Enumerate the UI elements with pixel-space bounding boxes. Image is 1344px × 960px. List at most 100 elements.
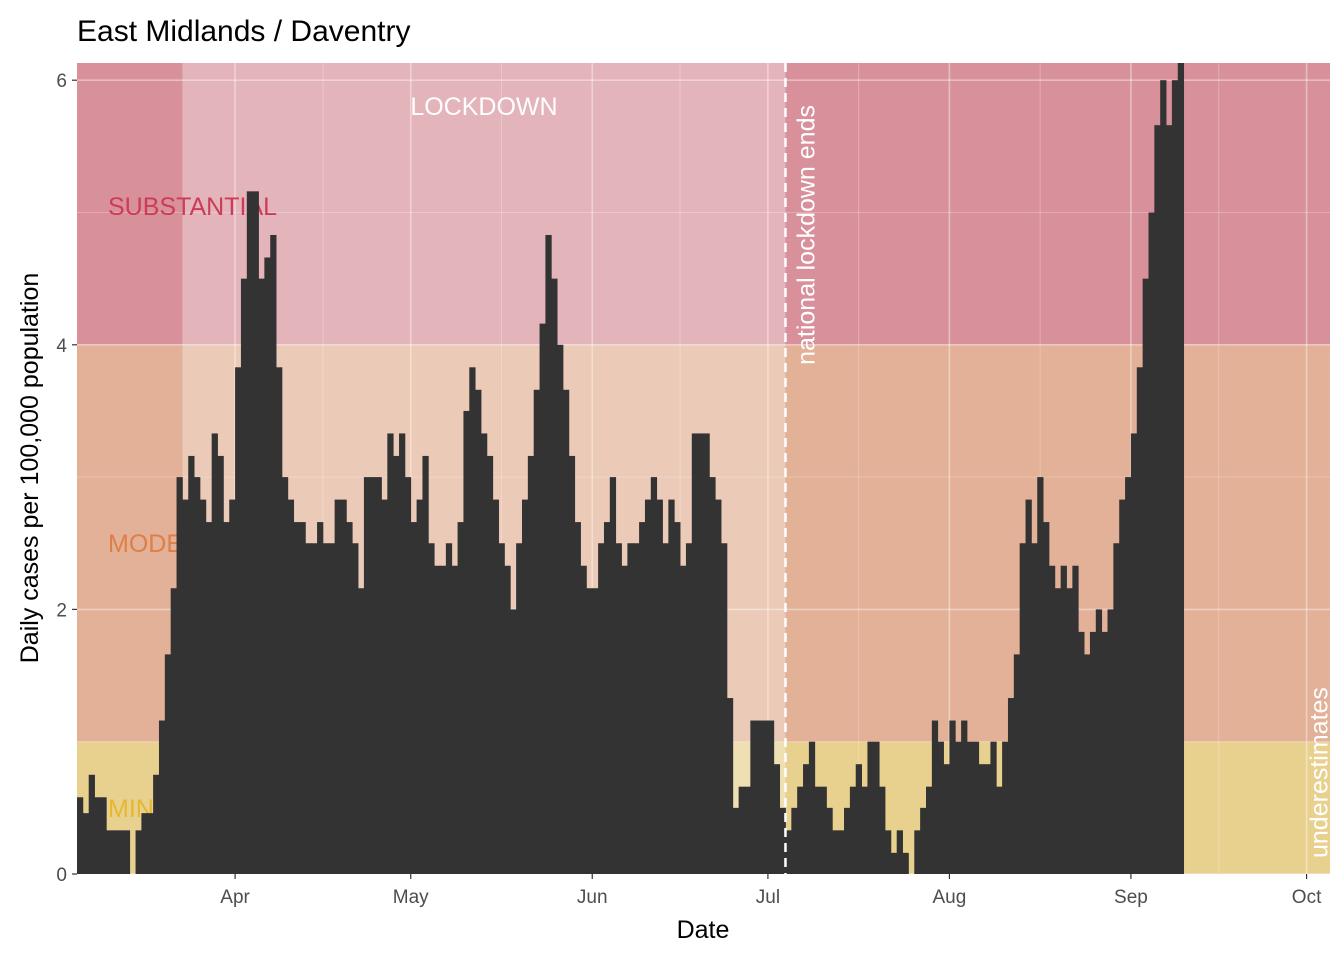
- bar: [943, 764, 950, 874]
- bar: [246, 191, 254, 874]
- bar: [621, 565, 628, 874]
- bar: [1084, 654, 1091, 874]
- bar: [598, 543, 605, 874]
- bar: [135, 830, 142, 874]
- bar: [721, 543, 728, 874]
- bar: [791, 807, 798, 874]
- bar: [440, 565, 447, 874]
- bar: [972, 741, 980, 874]
- bar: [100, 797, 107, 874]
- y-tick-label: 4: [56, 336, 67, 357]
- bar: [1054, 588, 1062, 874]
- bar: [123, 830, 131, 874]
- x-tick-label: Jun: [577, 887, 608, 908]
- bar: [94, 797, 101, 874]
- bar: [281, 477, 289, 874]
- bar: [112, 830, 119, 874]
- bar: [205, 522, 213, 874]
- bar: [1148, 212, 1155, 874]
- bar: [381, 499, 388, 874]
- bar: [504, 565, 511, 874]
- bar: [176, 477, 183, 874]
- y-tick-label: 0: [56, 865, 67, 886]
- bar: [340, 499, 347, 874]
- bar: [117, 830, 125, 874]
- bar: [844, 807, 851, 874]
- bar: [890, 852, 898, 874]
- bars: [77, 63, 1185, 875]
- bar: [603, 522, 611, 874]
- bar: [1031, 543, 1038, 874]
- bar: [966, 741, 974, 874]
- x-tick-label: Oct: [1292, 887, 1322, 908]
- bar: [1013, 654, 1021, 874]
- bar: [240, 278, 248, 874]
- bar: [984, 764, 991, 874]
- bar: [762, 720, 769, 874]
- bar: [229, 499, 236, 874]
- bar: [1171, 80, 1179, 874]
- bar: [1043, 522, 1050, 874]
- bar: [1019, 543, 1026, 874]
- bar: [147, 813, 154, 874]
- bar: [387, 433, 394, 874]
- bar: [861, 786, 868, 874]
- bar: [756, 720, 763, 874]
- bar: [311, 543, 318, 874]
- bar: [949, 720, 956, 874]
- bar: [170, 588, 177, 874]
- axes: 0 2 4 6 Apr May Jun Jul Aug Sep Oct: [56, 71, 1322, 908]
- bar: [276, 367, 283, 874]
- bar: [533, 389, 540, 874]
- bar: [1136, 367, 1144, 874]
- bar: [1025, 499, 1032, 874]
- bar: [1066, 588, 1073, 874]
- x-tick-label: Jul: [756, 887, 780, 908]
- bar: [996, 786, 1003, 874]
- bar: [1095, 609, 1103, 874]
- bar: [709, 477, 716, 874]
- bar: [586, 588, 593, 874]
- bar: [404, 477, 412, 874]
- bar: [410, 522, 417, 874]
- lockdown-label: LOCKDOWN: [410, 93, 557, 121]
- x-tick-label: Aug: [933, 887, 967, 908]
- bar: [797, 786, 804, 874]
- y-axis-title: Daily cases per 100,000 population: [16, 273, 44, 664]
- bar: [334, 499, 341, 874]
- bar: [434, 565, 441, 874]
- bar: [703, 433, 710, 874]
- bar: [194, 477, 201, 874]
- bar: [1002, 741, 1009, 874]
- bar: [492, 499, 499, 874]
- bar: [153, 774, 160, 874]
- bar: [106, 830, 113, 874]
- bar: [639, 522, 646, 874]
- bar: [428, 543, 435, 874]
- bar: [691, 433, 699, 874]
- bar: [393, 455, 400, 874]
- bar: [475, 389, 482, 874]
- bar: [305, 543, 312, 874]
- bar: [363, 477, 371, 874]
- bar: [885, 830, 892, 874]
- bar: [317, 522, 324, 874]
- x-axis-title: Date: [677, 916, 730, 944]
- bar: [1160, 80, 1167, 874]
- bar: [925, 786, 933, 874]
- bar: [937, 741, 944, 874]
- bar: [773, 764, 781, 874]
- bar: [88, 774, 95, 874]
- bar: [650, 477, 658, 874]
- bar: [375, 477, 382, 874]
- bar: [416, 499, 423, 874]
- bar: [662, 543, 669, 874]
- bar: [697, 433, 704, 874]
- bar: [527, 455, 535, 874]
- y-tick-label: 6: [56, 71, 67, 92]
- bar: [486, 455, 494, 874]
- x-tick-label: May: [393, 887, 429, 908]
- bar: [1119, 499, 1126, 874]
- bar: [188, 455, 195, 874]
- bar: [1177, 63, 1185, 874]
